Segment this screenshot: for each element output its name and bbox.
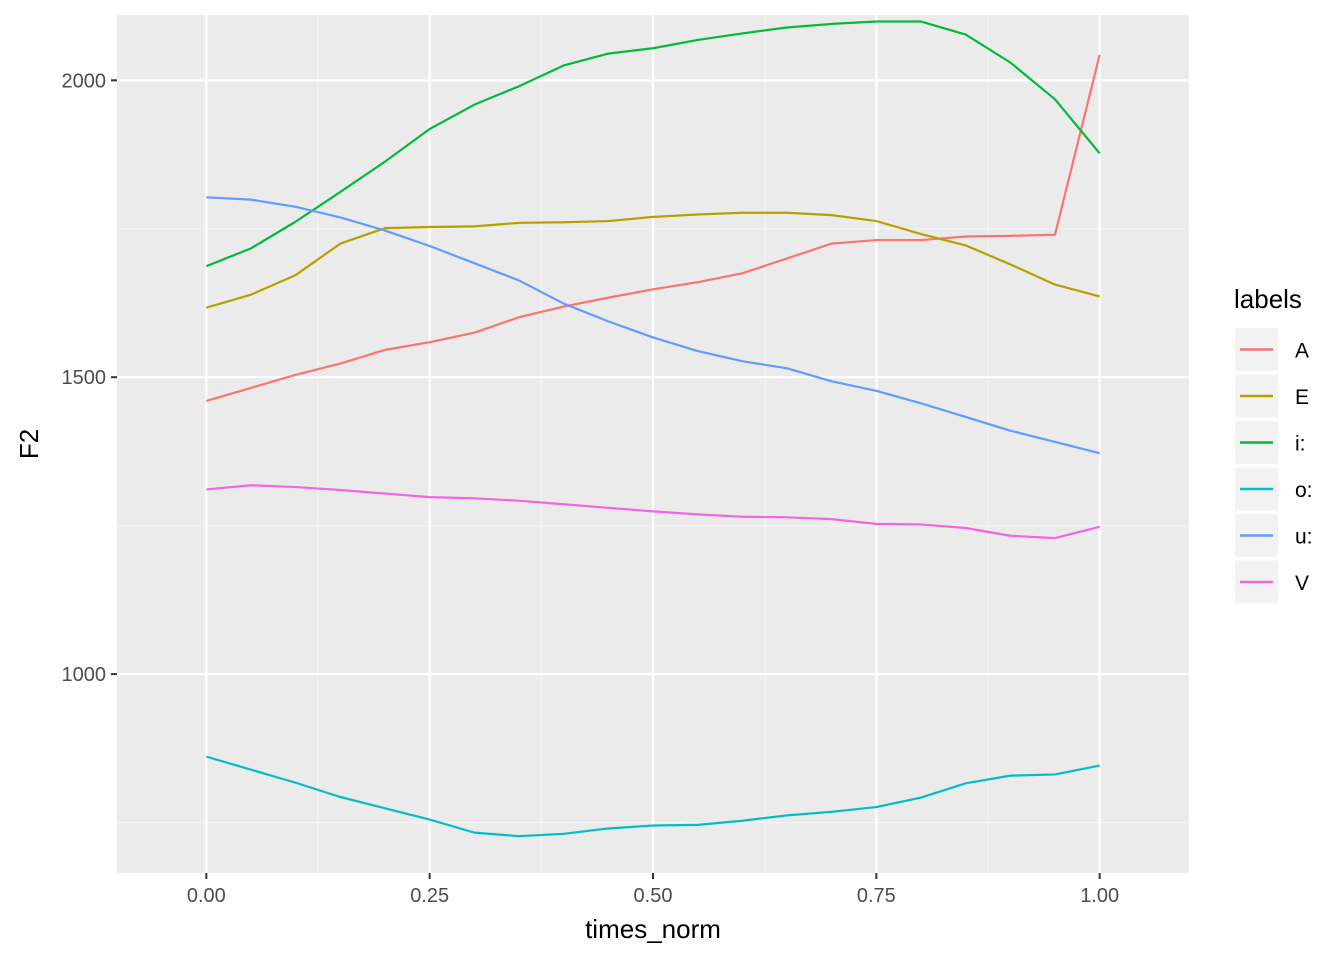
legend: labels AEi: o: u: V	[1234, 284, 1313, 604]
x-axis-ticks: 0.00 0.25 0.50 0.75 1.00	[187, 873, 1119, 907]
legend-label: V	[1295, 572, 1309, 595]
legend-label: i:	[1295, 433, 1306, 456]
series-line-i-2	[205, 20, 1101, 268]
series-line-A-0	[206, 54, 1101, 403]
x-tick-label: 0.50	[634, 885, 673, 907]
legend-title: labels	[1234, 284, 1302, 314]
y-axis-ticks: 1000 1500 2000	[62, 70, 117, 686]
x-axis-title: times_norm	[585, 914, 721, 944]
grid-major	[117, 15, 1189, 873]
series-line-E-1	[206, 211, 1100, 309]
y-tick-label: 1000	[62, 664, 107, 686]
series-lines	[205, 20, 1101, 838]
legend-label: E	[1295, 386, 1309, 409]
legend-items: AEi: o: u: V	[1235, 328, 1313, 604]
y-axis-title: F2	[14, 429, 44, 459]
legend-label: u:	[1295, 526, 1313, 549]
y-tick-label: 1500	[62, 367, 107, 389]
legend-label: o:	[1295, 479, 1313, 502]
legend-label: A	[1295, 340, 1309, 363]
x-tick-label: 0.75	[857, 885, 896, 907]
series-line-o-3	[206, 755, 1100, 838]
y-tick-label: 2000	[62, 70, 107, 92]
series-line-u-4	[206, 196, 1100, 455]
x-tick-label: 0.25	[410, 885, 449, 907]
series-line-V-5	[206, 484, 1100, 540]
x-tick-label: 0.00	[187, 885, 226, 907]
x-tick-label: 1.00	[1080, 885, 1119, 907]
